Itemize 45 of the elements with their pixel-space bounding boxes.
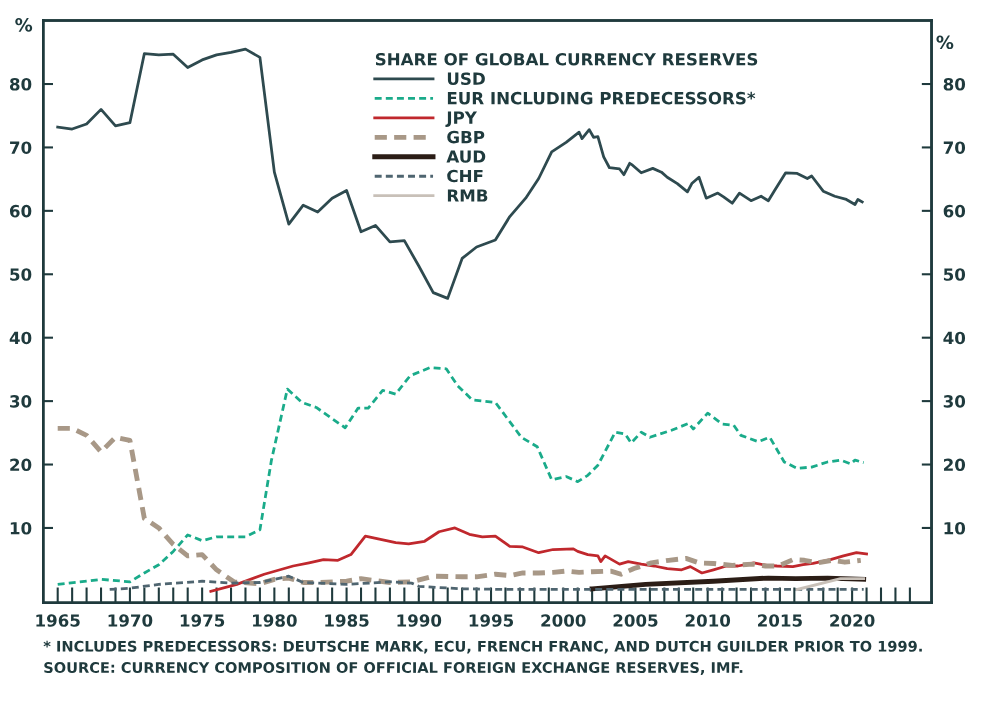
y2-tick-label: 50 — [943, 268, 966, 281]
y-tick-label: 60 — [9, 204, 32, 218]
legend-label: JPY — [445, 111, 478, 128]
x-tick-label: 1965 — [36, 614, 80, 627]
line-series — [55, 425, 864, 587]
y-tick-label: 80 — [9, 77, 32, 91]
y2-tick-label: 30 — [943, 395, 966, 408]
legend-label: AUD — [446, 150, 486, 163]
y-tick-label: 30 — [10, 395, 32, 408]
y-axis-title: % — [15, 17, 33, 32]
y-tick-label: 10 — [10, 521, 32, 535]
y-tick-label: 20 — [10, 458, 32, 472]
y-tick-label: 50 — [10, 268, 32, 281]
y2-tick-label: 70 — [943, 141, 966, 154]
x-tick-label: 1985 — [325, 614, 369, 627]
line-series — [56, 366, 866, 586]
x-tick-label: 2020 — [830, 614, 875, 627]
y2-tick-label: 80 — [943, 77, 966, 91]
text: * INCLUDES PREDECESSORS: DEUTSCHE MARK, ECU, FRENCH FRANC, AND DUTCH GUILDER PRIOR TO 1999. — [43, 640, 922, 654]
x-tick-label: 2010 — [685, 614, 731, 627]
x-tick-label: 1995 — [469, 614, 514, 627]
y2-tick-label: 60 — [943, 204, 966, 218]
x-tick-label: 1975 — [180, 614, 225, 627]
y-tick-label: 40 — [9, 331, 32, 345]
y2-axis-title: % — [936, 35, 954, 50]
line-series — [108, 574, 866, 591]
legend-label: RMB — [447, 189, 488, 202]
line-series — [56, 47, 864, 300]
y-tick-label: 70 — [10, 141, 32, 154]
y2-tick-label: 20 — [943, 458, 966, 472]
legend-title: SHARE OF GLOBAL CURRENCY RESERVES — [375, 52, 758, 66]
legend-label: USD — [447, 72, 485, 85]
line-series — [209, 526, 868, 593]
x-tick-label: 1980 — [253, 614, 297, 627]
x-tick-label: 2000 — [541, 614, 586, 627]
y2-tick-label: 10 — [944, 521, 966, 535]
y2-tick-label: 40 — [943, 331, 966, 345]
x-tick-label: 1990 — [397, 614, 442, 627]
legend-label: EUR INCLUDING PREDECESSORS* — [447, 91, 756, 105]
x-tick-label: 1970 — [108, 614, 153, 627]
legend-label: GBP — [447, 130, 485, 144]
legend-label: CHF — [447, 169, 483, 183]
x-tick-label: 2005 — [613, 614, 658, 627]
x-tick-label: 2015 — [758, 614, 802, 627]
source-note: SOURCE: CURRENCY COMPOSITION OF OFFICIAL FOREIGN EXCHANGE RESERVES, IMF. — [44, 662, 743, 675]
